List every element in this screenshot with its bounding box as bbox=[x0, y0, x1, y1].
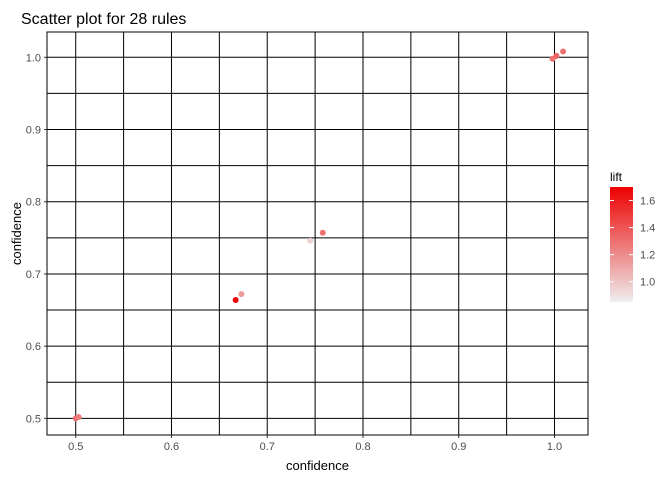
data-points bbox=[72, 48, 567, 422]
y-tick-label: 0.5 bbox=[26, 413, 41, 425]
y-tick-label: 1.0 bbox=[26, 52, 41, 64]
x-tick-label: 1.0 bbox=[547, 441, 562, 453]
data-point bbox=[75, 413, 82, 420]
y-tick-label: 0.6 bbox=[26, 341, 41, 353]
data-point bbox=[560, 48, 567, 55]
data-point bbox=[238, 291, 245, 298]
x-tick-label: 0.8 bbox=[355, 441, 370, 453]
color-legend: lift 1.0 1.2 1.4 1.6 bbox=[610, 170, 655, 302]
legend-tick-label: 1.6 bbox=[640, 196, 655, 208]
x-tick-label: 0.7 bbox=[260, 441, 275, 453]
chart-title: Scatter plot for 28 rules bbox=[21, 11, 186, 28]
x-tick-label: 0.5 bbox=[68, 441, 83, 453]
x-axis-title: confidence bbox=[286, 458, 349, 473]
y-tick-label: 0.8 bbox=[26, 197, 41, 209]
x-tick-label: 0.6 bbox=[164, 441, 179, 453]
y-tick-label: 0.7 bbox=[26, 269, 41, 281]
data-point bbox=[232, 296, 239, 303]
legend-ticks: 1.0 1.2 1.4 1.6 bbox=[610, 196, 655, 289]
legend-title: lift bbox=[610, 170, 623, 184]
data-point bbox=[553, 52, 560, 59]
legend-colorbar bbox=[610, 187, 633, 302]
y-axis-title: confidence bbox=[9, 202, 24, 265]
data-point bbox=[319, 229, 326, 236]
plot-panel bbox=[46, 31, 589, 436]
x-tick-label: 0.9 bbox=[451, 441, 466, 453]
data-point bbox=[307, 237, 314, 244]
axis-ticks: 0.5 0.6 0.7 0.8 0.9 1.0 0.5 0.6 0.7 0.8 0.9 1.0 bbox=[26, 52, 562, 453]
legend-tick-label: 1.2 bbox=[640, 250, 655, 262]
legend-tick-label: 1.4 bbox=[640, 223, 655, 235]
y-tick-label: 0.9 bbox=[26, 125, 41, 137]
legend-tick-label: 1.0 bbox=[640, 277, 655, 289]
grid-lines bbox=[47, 32, 588, 435]
